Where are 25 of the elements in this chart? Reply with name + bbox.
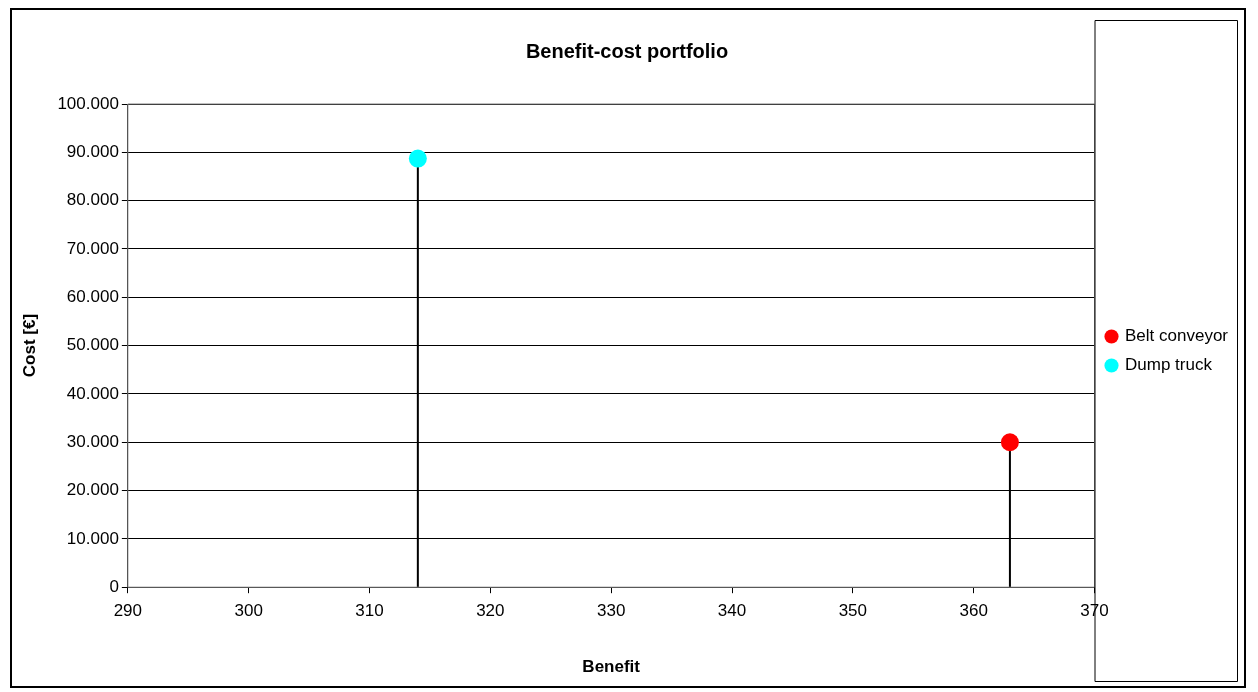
y-tick-label: 30.000 bbox=[66, 431, 119, 451]
y-tick-label: 50.000 bbox=[66, 335, 119, 355]
x-tick-label: 300 bbox=[234, 601, 263, 621]
y-tick-label: 40.000 bbox=[66, 383, 119, 403]
y-tick-label: 0 bbox=[109, 576, 119, 596]
x-tick-label: 310 bbox=[355, 601, 384, 621]
x-tick-label: 320 bbox=[476, 601, 505, 621]
legend-label: Belt conveyor bbox=[1125, 326, 1229, 346]
y-tick-label: 100.000 bbox=[57, 93, 119, 113]
x-axis-title: Benefit bbox=[582, 657, 641, 677]
x-tick-label: 290 bbox=[113, 601, 143, 621]
y-tick-label: 80.000 bbox=[66, 190, 119, 210]
x-tick-label: 330 bbox=[596, 601, 626, 621]
y-tick-label: 90.000 bbox=[66, 142, 119, 162]
y-tick-label: 70.000 bbox=[66, 238, 119, 258]
y-tick-label: 20.000 bbox=[66, 480, 119, 500]
x-tick-label: 340 bbox=[717, 601, 747, 621]
x-tick-label: 370 bbox=[1080, 601, 1109, 621]
x-tick-label: 360 bbox=[959, 601, 988, 621]
y-axis-title: Cost [€] bbox=[19, 313, 39, 378]
chart-title: Benefit-cost portfolio bbox=[525, 39, 729, 62]
y-tick-label: 60.000 bbox=[66, 286, 119, 306]
y-tick-label: 10.000 bbox=[66, 528, 119, 548]
legend-label: Dump truck bbox=[1125, 355, 1213, 375]
x-tick-label: 350 bbox=[838, 601, 868, 621]
